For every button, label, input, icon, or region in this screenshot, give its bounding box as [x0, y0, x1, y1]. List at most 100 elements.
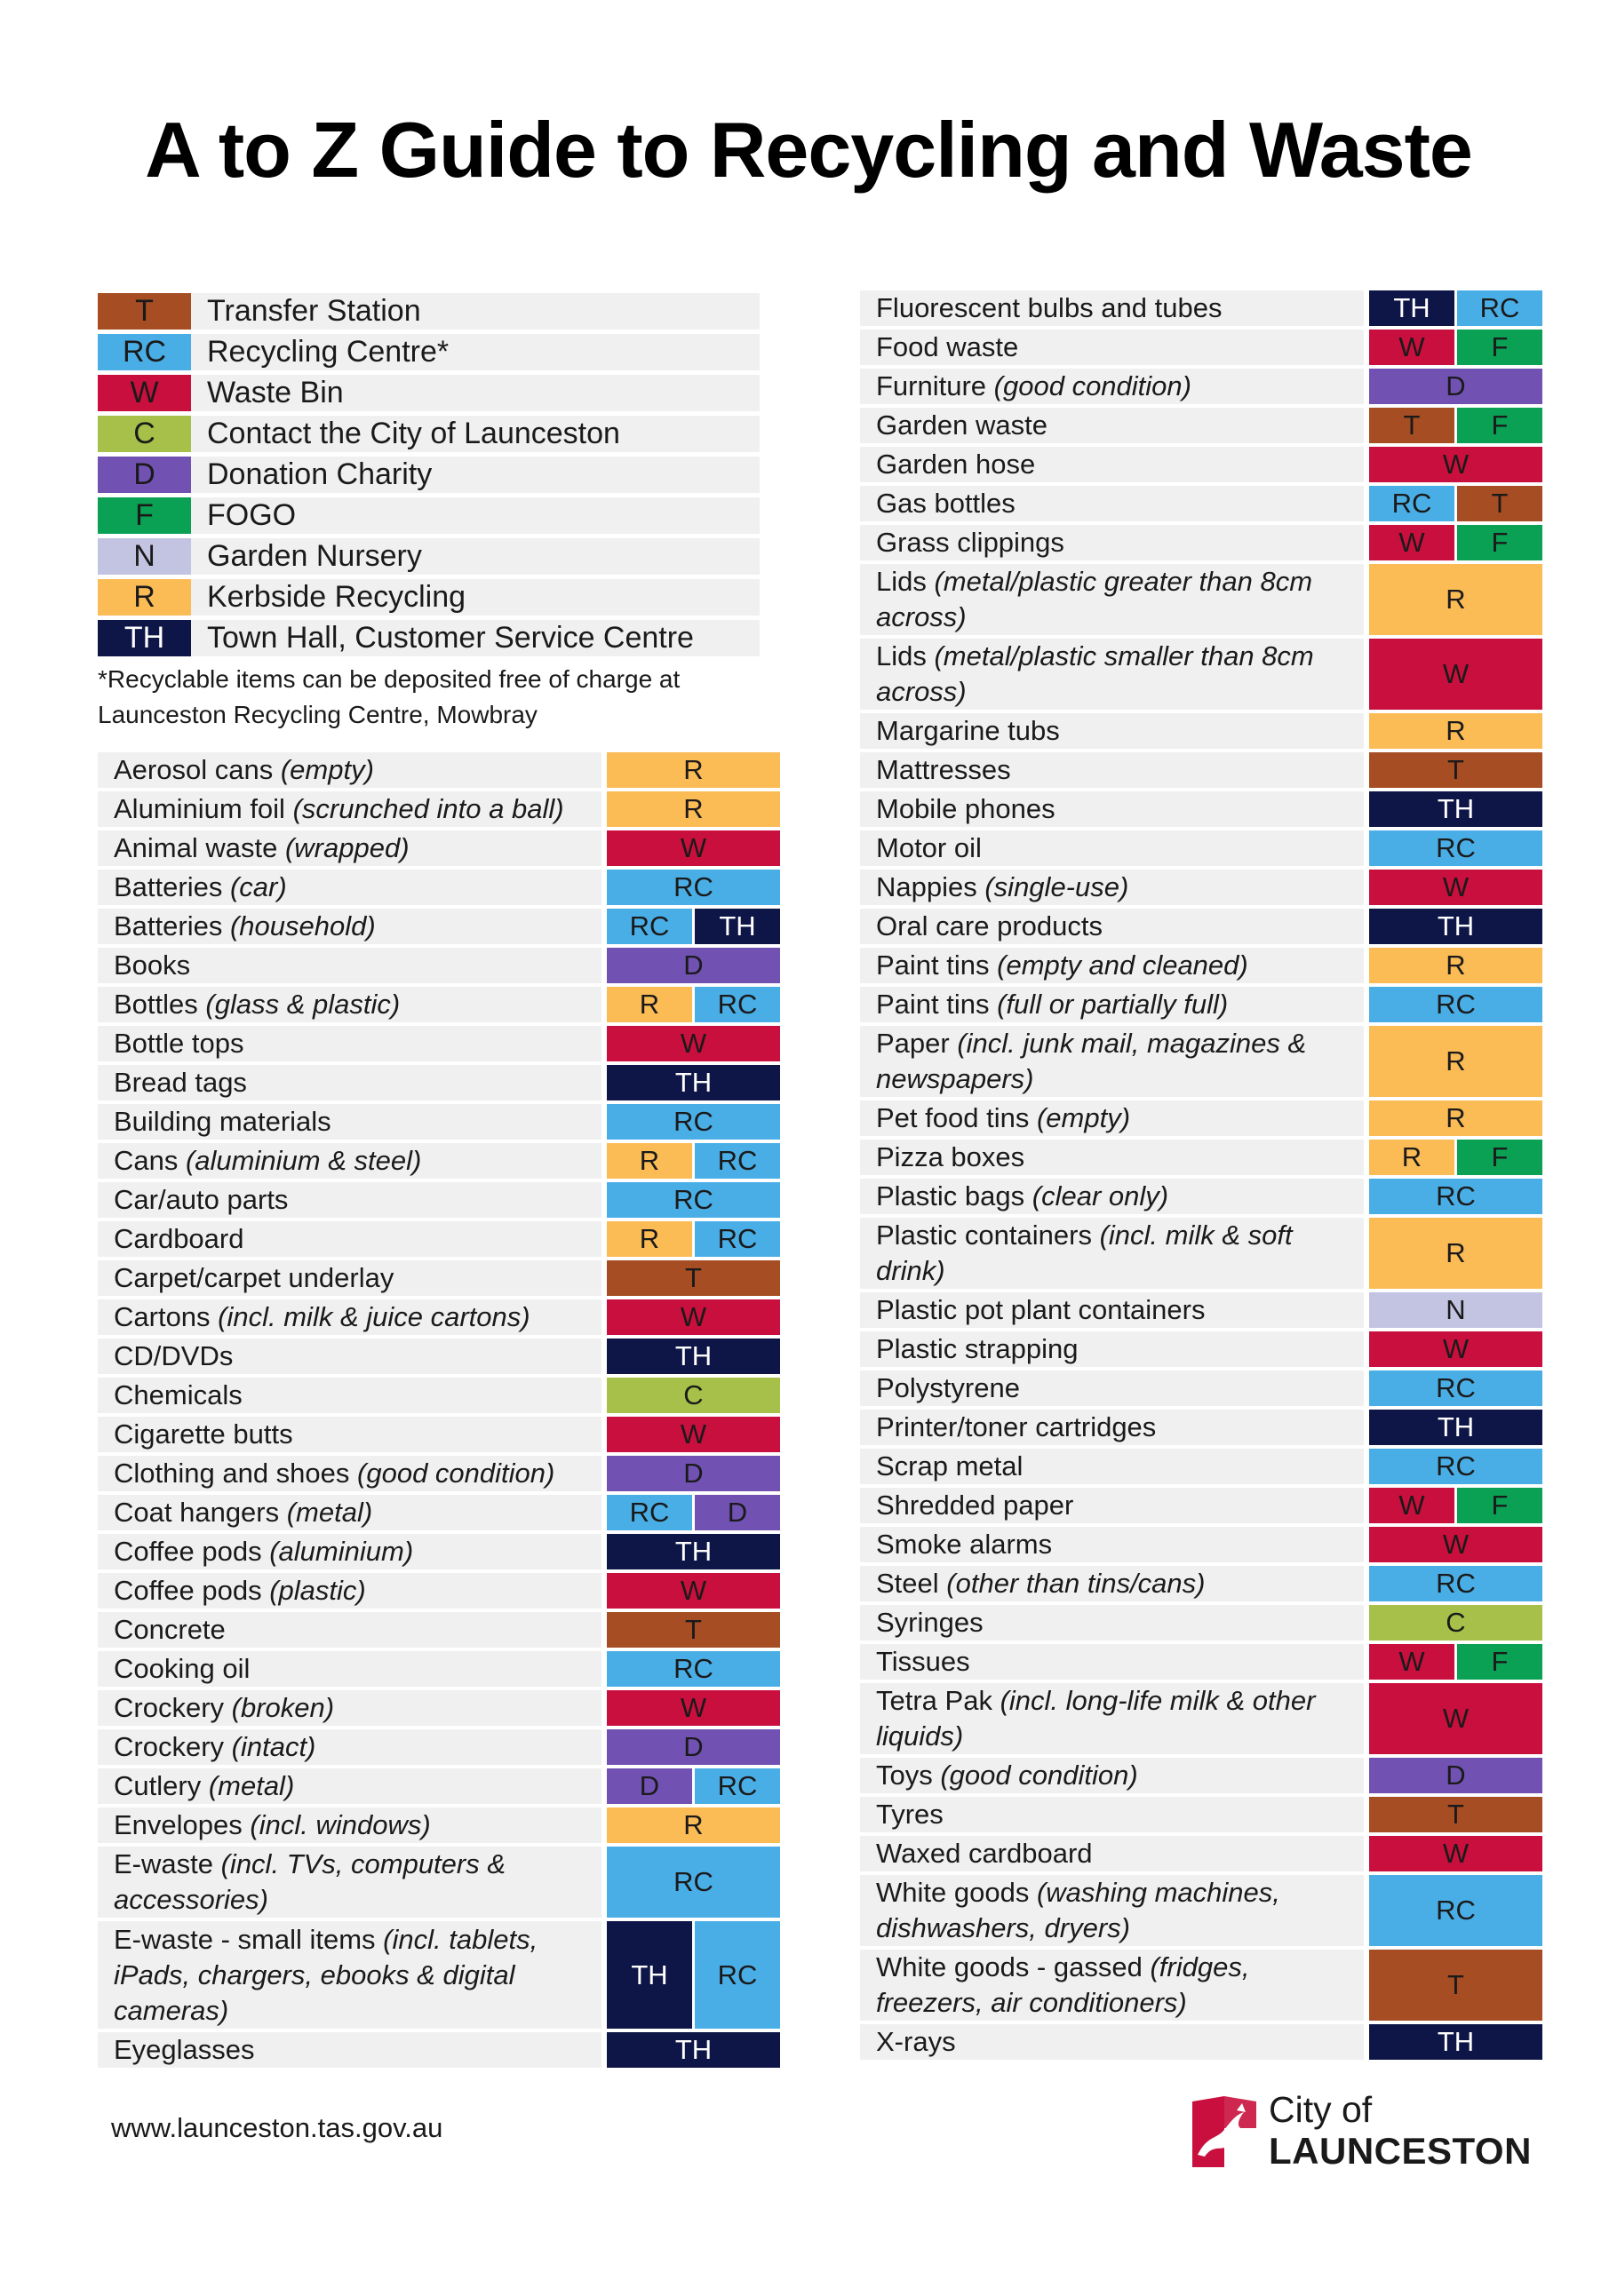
item-name-cell: Garden hose	[860, 447, 1364, 482]
item-name: Clothing and shoes	[114, 1458, 358, 1489]
disposal-codes: TH	[607, 1339, 780, 1374]
item-name: Batteries	[114, 871, 230, 902]
code-badge-w: W	[1369, 1836, 1542, 1871]
legend-row-w: W Waste Bin	[98, 375, 760, 411]
table-row: Gas bottles RC T	[860, 486, 1542, 521]
table-row: Oral care products TH	[860, 909, 1542, 944]
item-name: Aluminium foil	[114, 793, 293, 824]
item-name-cell: Mattresses	[860, 752, 1364, 788]
item-name: Mobile phones	[876, 793, 1055, 824]
item-text: Tetra Pak (incl. long-life milk & other …	[876, 1683, 1351, 1754]
code-badge-d: D	[607, 1456, 780, 1491]
item-name: Tissues	[876, 1646, 970, 1677]
disposal-codes: R RC	[607, 987, 780, 1022]
item-name-cell: Eyeglasses	[98, 2032, 601, 2068]
table-row: Waxed cardboard W	[860, 1836, 1542, 1871]
code-badge-f: F	[1457, 1644, 1542, 1680]
code-badge-th: TH	[607, 1339, 780, 1374]
table-row: Motor oil RC	[860, 830, 1542, 866]
item-text: Paper (incl. junk mail, magazines & news…	[876, 1026, 1351, 1097]
item-text: Oral care products	[876, 909, 1103, 944]
item-name: Plastic strapping	[876, 1333, 1079, 1364]
table-row: White goods (washing machines, dishwashe…	[860, 1875, 1542, 1946]
item-text: Coat hangers (metal)	[114, 1495, 372, 1530]
item-name-cell: Cans (aluminium & steel)	[98, 1143, 601, 1179]
item-note: (glass & plastic)	[205, 989, 401, 1020]
item-text: Batteries (household)	[114, 909, 376, 944]
legend-row-r: R Kerbside Recycling	[98, 579, 760, 616]
logo-text-line2: LAUNCESTON	[1269, 2130, 1532, 2172]
legend-note: *Recyclable items can be deposited free …	[98, 662, 773, 733]
legend-code-badge: N	[98, 538, 191, 575]
table-row: Cans (aluminium & steel) R RC	[98, 1143, 780, 1179]
item-name-cell: Coffee pods (plastic)	[98, 1573, 601, 1609]
item-text: Pet food tins (empty)	[876, 1100, 1130, 1136]
code-badge-r: R	[607, 752, 780, 788]
code-badge-r: R	[1369, 1140, 1454, 1175]
table-row: Lids (metal/plastic smaller than 8cm acr…	[860, 639, 1542, 710]
legend-label: Town Hall, Customer Service Centre	[207, 621, 694, 655]
item-name: Bread tags	[114, 1067, 247, 1098]
table-row: Plastic strapping W	[860, 1331, 1542, 1367]
disposal-codes: TH	[1369, 2024, 1542, 2060]
item-name: Cigarette butts	[114, 1418, 293, 1450]
legend-label: Waste Bin	[207, 376, 344, 409]
item-text: Building materials	[114, 1104, 331, 1140]
code-badge-t: T	[1457, 486, 1542, 521]
table-row: Grass clippings W F	[860, 525, 1542, 560]
table-row: Toys (good condition) D	[860, 1758, 1542, 1793]
code-badge-rc: RC	[1457, 290, 1542, 326]
item-name-cell: Lids (metal/plastic smaller than 8cm acr…	[860, 639, 1364, 710]
item-note: (fridges, freezers, air conditioners)	[876, 1951, 1250, 2018]
item-name: Food waste	[876, 331, 1019, 362]
code-badge-f: F	[1457, 1488, 1542, 1523]
code-badge-rc: RC	[1369, 486, 1454, 521]
item-name-cell: Waxed cardboard	[860, 1836, 1364, 1871]
item-name-cell: X-rays	[860, 2024, 1364, 2060]
item-name: Plastic pot plant containers	[876, 1294, 1206, 1325]
item-name: White goods	[876, 1877, 1037, 1908]
table-row: Smoke alarms W	[860, 1527, 1542, 1562]
item-note: (incl. windows)	[250, 1809, 431, 1840]
item-name-cell: Cardboard	[98, 1221, 601, 1257]
item-note: (other than tins/cans)	[946, 1568, 1206, 1599]
table-row: Coffee pods (aluminium) TH	[98, 1534, 780, 1569]
item-name-cell: Polystyrene	[860, 1370, 1364, 1406]
code-badge-rc: RC	[607, 870, 780, 905]
code-badge-t: T	[1369, 752, 1542, 788]
disposal-codes: W	[1369, 1331, 1542, 1367]
disposal-codes: RC	[607, 1847, 780, 1918]
code-badge-w: W	[1369, 1488, 1454, 1523]
code-badge-f: F	[1457, 330, 1542, 365]
legend-note-line: *Recyclable items can be deposited free …	[98, 665, 681, 693]
code-badge-rc: RC	[1369, 1370, 1542, 1406]
code-badge-th: TH	[1369, 2024, 1542, 2060]
item-text: Waxed cardboard	[876, 1836, 1093, 1871]
item-name-cell: Pet food tins (empty)	[860, 1100, 1364, 1136]
item-text: Coffee pods (aluminium)	[114, 1534, 413, 1569]
item-name-cell: Cooking oil	[98, 1651, 601, 1687]
item-note: (metal)	[286, 1497, 373, 1528]
item-name-cell: Tissues	[860, 1644, 1364, 1680]
table-row: Crockery (broken) W	[98, 1690, 780, 1726]
item-text: Cutlery (metal)	[114, 1768, 294, 1804]
item-name-cell: Bottle tops	[98, 1026, 601, 1061]
item-text: Cooking oil	[114, 1651, 250, 1687]
item-note: (empty)	[1036, 1102, 1131, 1133]
website-url[interactable]: www.launceston.tas.gov.au	[111, 2112, 443, 2143]
disposal-codes: TH RC	[607, 1921, 780, 2029]
item-text: Crockery (intact)	[114, 1729, 315, 1765]
table-row: Cartons (incl. milk & juice cartons) W	[98, 1299, 780, 1335]
item-name: Grass clippings	[876, 527, 1064, 558]
item-text: White goods (washing machines, dishwashe…	[876, 1875, 1351, 1946]
item-text: Books	[114, 948, 190, 983]
code-badge-w: W	[1369, 1644, 1454, 1680]
item-name: Tetra Pak	[876, 1685, 1000, 1716]
item-name-cell: E-waste - small items (incl. tablets, iP…	[98, 1921, 601, 2029]
code-badge-rc: RC	[1369, 1449, 1542, 1484]
disposal-codes: RC T	[1369, 486, 1542, 521]
table-row: Shredded paper W F	[860, 1488, 1542, 1523]
code-badge-rc: RC	[1369, 1875, 1542, 1946]
item-text: Gas bottles	[876, 486, 1016, 521]
item-name-cell: Clothing and shoes (good condition)	[98, 1456, 601, 1491]
